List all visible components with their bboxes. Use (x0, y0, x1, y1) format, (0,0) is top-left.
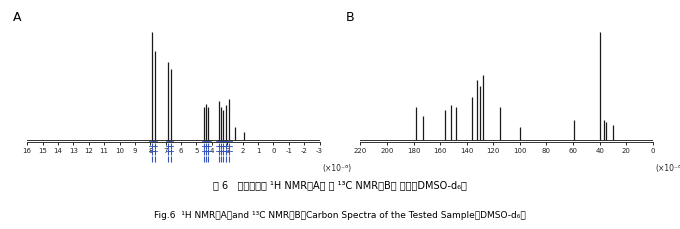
Text: (×10⁻⁶): (×10⁻⁶) (656, 164, 680, 173)
Text: Fig.6  ¹H NMR（A）and ¹³C NMR（B）Carbon Spectra of the Tested Sample（DMSO-d₆）: Fig.6 ¹H NMR（A）and ¹³C NMR（B）Carbon Spec… (154, 211, 526, 220)
Text: 图 6   受试样品的 ¹H NMR（A） 和 ¹³C NMR（B） 谱图（DMSO-d₆）: 图 6 受试样品的 ¹H NMR（A） 和 ¹³C NMR（B） 谱图（DMSO… (213, 180, 467, 191)
Text: (×10⁻⁶): (×10⁻⁶) (322, 164, 352, 173)
Text: B: B (346, 11, 354, 24)
Text: A: A (12, 11, 21, 24)
